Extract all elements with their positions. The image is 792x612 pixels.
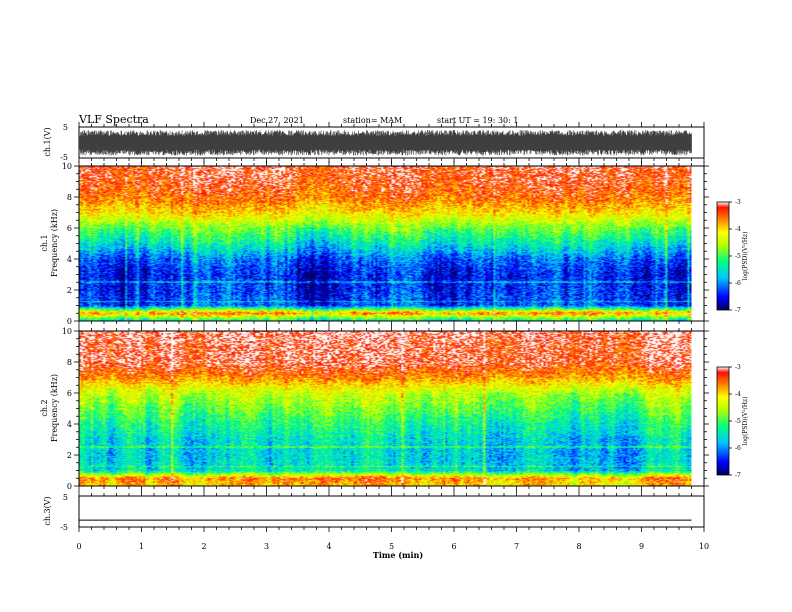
ytick-label: 0: [67, 317, 72, 326]
colorbar-tick-label: -6: [735, 280, 741, 287]
ch3-ytick-top: 5: [63, 493, 68, 502]
colorbar-tick-label: -3: [735, 364, 741, 371]
ch2-spectrogram-channel-label: ch.2: [40, 399, 49, 416]
ch2-spectrogram-ylabel: Frequency (kHz): [50, 374, 59, 442]
ch1-ytick-top: 5: [63, 123, 68, 132]
ytick-label: 10: [62, 162, 72, 171]
colorbar-tick-label: -5: [735, 253, 741, 260]
ytick-label: 0: [67, 482, 72, 491]
ytick-label: 6: [67, 224, 72, 233]
ch3-ylabel: ch.3(V): [43, 496, 52, 525]
ch1-spectrogram-ylabel: Frequency (kHz): [50, 209, 59, 277]
x-axis-tick-labels: 0 1 2 3 4 5 6 7 8 9 10: [76, 542, 709, 551]
ch2-spectrogram-yticks: 0 2 4 6 8 10: [62, 327, 709, 491]
ytick-label: 8: [67, 193, 72, 202]
ytick-label: 4: [67, 420, 72, 429]
header-date: Dec.27, 2021: [250, 116, 304, 125]
colorbar-tick-label: -3: [735, 199, 741, 206]
ch2-colorbar: [716, 366, 730, 476]
ch1-waveform-panel: 5 -5 ch.1(V): [43, 122, 705, 163]
ytick-label: 6: [67, 389, 72, 398]
ytick-label: 2: [67, 286, 72, 295]
ytick-label: 10: [62, 327, 72, 336]
x-tick-label: 7: [514, 542, 519, 551]
x-tick-label: 9: [639, 542, 644, 551]
ch1-colorbar: [716, 201, 730, 311]
x-tick-label: 0: [76, 542, 81, 551]
ch1-waveform-trace: [79, 130, 692, 156]
ytick-label: 8: [67, 358, 72, 367]
ch1-ylabel: ch.1(V): [43, 127, 52, 156]
ch1-waveform-noise: [79, 130, 692, 156]
ch1-ytick-bottom: -5: [60, 153, 68, 162]
ch1-spectrogram-yticks: 0 2 4 6 8 10: [62, 162, 709, 326]
ch1-spectrogram-image: [79, 166, 692, 321]
colorbar-tick-label: -4: [735, 226, 741, 233]
ch3-x-ticks: [78, 491, 705, 532]
x-tick-label: 10: [699, 542, 709, 551]
ytick-label: 4: [67, 255, 72, 264]
x-tick-label: 4: [326, 542, 331, 551]
header-start-time: start UT = 19: 30: 1: [437, 116, 518, 125]
ytick-label: 2: [67, 451, 72, 460]
ch1-colorbar-ticks: -3 -4 -5 -6 -7: [729, 199, 741, 314]
x-tick-label: 3: [264, 542, 269, 551]
x-axis-label: Time (min): [373, 550, 423, 560]
colorbar-tick-label: -7: [735, 472, 741, 479]
ch2-colorbar-ticks: -3 -4 -5 -6 -7: [729, 364, 741, 479]
x-tick-label: 5: [389, 542, 394, 551]
ch2-spectrogram-x-ticks: [78, 326, 705, 491]
ch1-spectrogram-channel-label: ch.1: [40, 234, 49, 251]
colorbar-tick-label: -6: [735, 445, 741, 452]
figure-title: VLF Spectra: [78, 113, 149, 126]
ch3-ytick-bottom: -5: [60, 523, 68, 532]
x-tick-label: 1: [139, 542, 144, 551]
ch2-spectrogram-image: [79, 331, 692, 486]
x-tick-label: 2: [201, 542, 206, 551]
ch1-colorbar-label: log(PSD)(V²/Hz): [742, 232, 749, 281]
header-station: station= MAM: [343, 116, 402, 125]
ch3-waveform-frame: [78, 495, 705, 528]
colorbar-tick-label: -5: [735, 418, 741, 425]
ch3-waveform-panel: 5 -5 ch.3(V): [43, 491, 705, 532]
ch2-colorbar-label: log(PSD)(V²/Hz): [742, 397, 749, 446]
colorbar-tick-label: -4: [735, 391, 741, 398]
x-tick-label: 8: [576, 542, 581, 551]
ch1-spectrogram-x-ticks: [78, 161, 705, 326]
x-tick-label: 6: [451, 542, 456, 551]
colorbar-tick-label: -7: [735, 307, 741, 314]
